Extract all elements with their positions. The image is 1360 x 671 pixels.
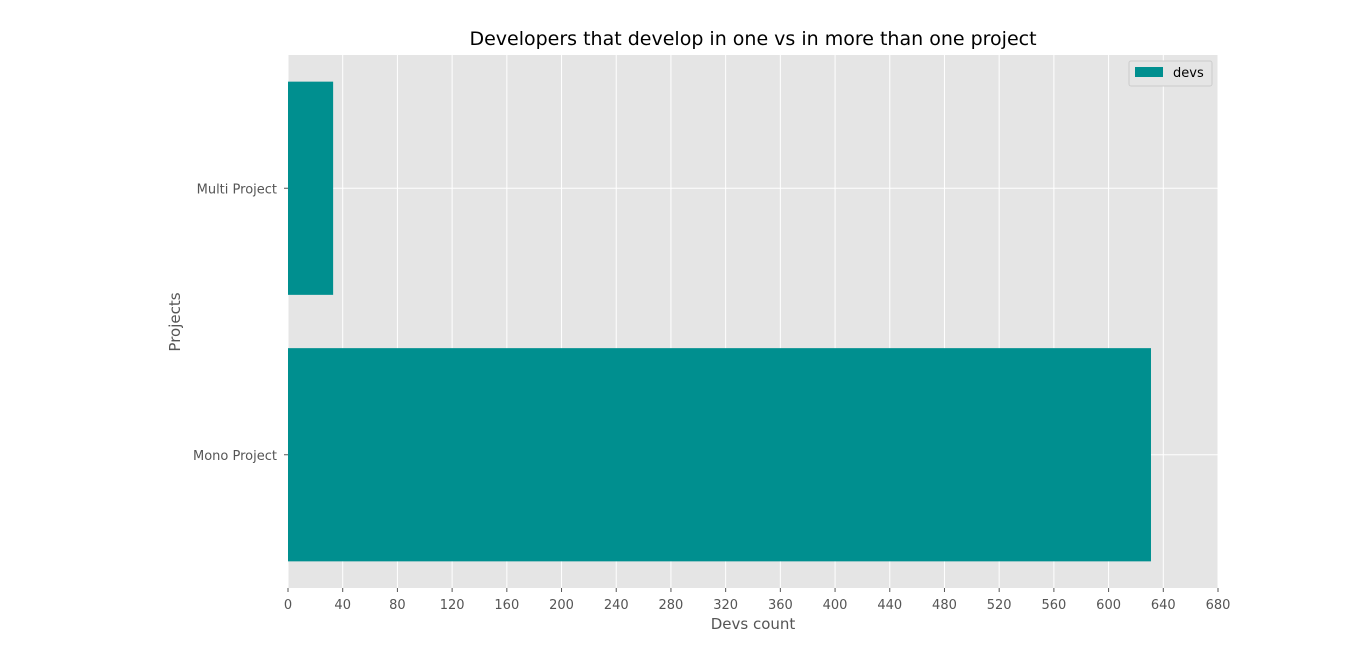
- bars: [288, 81, 1151, 562]
- y-axis-label: Projects: [166, 292, 184, 351]
- x-tick-label: 640: [1151, 598, 1176, 613]
- x-tick-label: 560: [1041, 598, 1066, 613]
- x-tick-label: 320: [713, 598, 738, 613]
- y-tick-label: Multi Project: [197, 182, 277, 197]
- x-tick-label: 600: [1096, 598, 1121, 613]
- legend: devs: [1128, 60, 1213, 87]
- x-tick-label: 200: [549, 598, 574, 613]
- legend-label: devs: [1173, 66, 1204, 81]
- legend-swatch: [1135, 67, 1163, 77]
- x-tick-label: 400: [823, 598, 848, 613]
- x-tick-label: 360: [768, 598, 793, 613]
- x-axis-ticks: 0 40 80 120 160 200 240 280 320 360 400 440 480 520 56…: [284, 588, 1231, 613]
- x-tick-label: 440: [877, 598, 902, 613]
- x-tick-label: 240: [604, 598, 629, 613]
- x-tick-label: 520: [987, 598, 1012, 613]
- y-tick-label: Mono Project: [193, 449, 277, 464]
- x-tick-label: 480: [932, 598, 957, 613]
- x-axis-label: Devs count: [711, 615, 796, 633]
- x-tick-label: 280: [659, 598, 684, 613]
- x-tick-label: 120: [440, 598, 465, 613]
- chart-title: Developers that develop in one vs in mor…: [469, 28, 1036, 50]
- x-tick-label: 160: [494, 598, 519, 613]
- x-tick-label: 680: [1206, 598, 1231, 613]
- bar-multi-project: [288, 81, 334, 295]
- x-tick-label: 80: [389, 598, 406, 613]
- y-axis-ticks: Mono Project Multi Project: [193, 182, 288, 464]
- x-tick-label: 40: [334, 598, 351, 613]
- bar-mono-project: [288, 348, 1151, 562]
- x-tick-label: 0: [284, 598, 292, 613]
